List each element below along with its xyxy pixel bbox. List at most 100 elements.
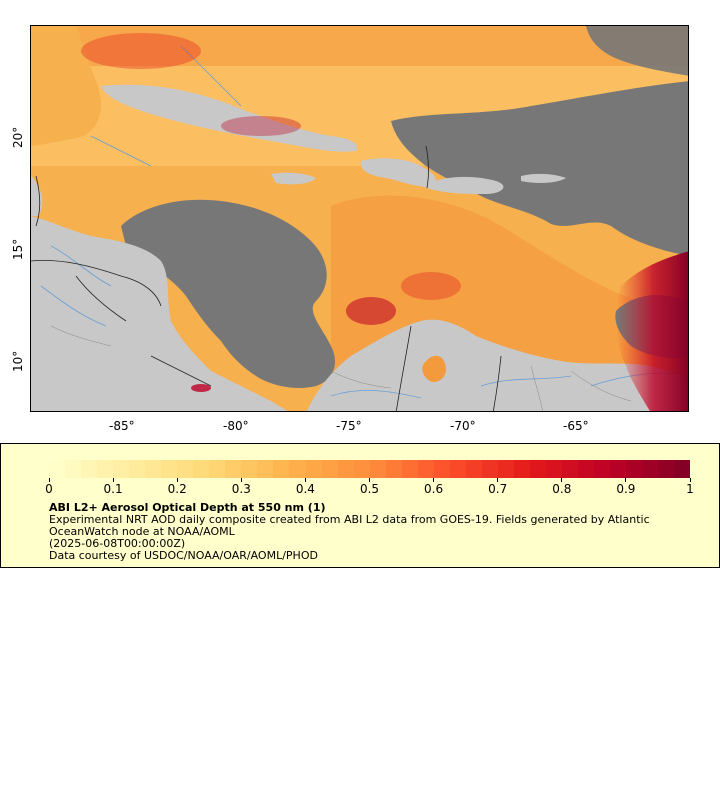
colorbar-tick: [304, 478, 306, 482]
colorbar-segment: [145, 460, 162, 478]
no-data-ne: [586, 26, 688, 76]
colorbar-segment: [610, 460, 627, 478]
land-jamaica: [271, 172, 316, 185]
colorbar-segment: [337, 460, 354, 478]
aod-hotspot-central: [401, 272, 461, 300]
colorbar-segment: [97, 460, 114, 478]
aod-hotspot-cuba: [221, 116, 301, 136]
colorbar-segment: [401, 460, 418, 478]
colorbar-tick-label: 0.8: [552, 482, 572, 496]
colorbar: [49, 460, 691, 478]
colorbar-segment: [321, 460, 338, 478]
colorbar-segment: [369, 460, 386, 478]
colorbar-tick: [176, 478, 178, 482]
aod-map-canvas: [31, 26, 688, 411]
colorbar-tick: [625, 478, 627, 482]
colorbar-tick: [48, 478, 50, 482]
colorbar-segment: [481, 460, 498, 478]
lat-tick-label: 20°: [11, 126, 25, 148]
colorbar-tick-label: 0.4: [295, 482, 315, 496]
colorbar-segment: [65, 460, 82, 478]
colorbar-segment: [513, 460, 530, 478]
land-central-america: [31, 216, 288, 411]
colorbar-segment: [626, 460, 643, 478]
colorbar-tick-label: 0.3: [231, 482, 251, 496]
aod-yucatan: [31, 26, 101, 146]
colorbar-tick-label: 0.9: [616, 482, 636, 496]
colorbar-tick-label: 0: [45, 482, 53, 496]
land-puerto-rico: [521, 173, 566, 183]
legend-timestamp: (2025-06-08T00:00:00Z): [49, 537, 186, 550]
colorbar-segment: [465, 460, 482, 478]
colorbar-segment: [353, 460, 370, 478]
legend-title: ABI L2+ Aerosol Optical Depth at 550 nm …: [49, 501, 326, 514]
admin-borders: [50, 325, 632, 411]
legend-credit: Data courtesy of USDOC/NOAA/OAR/AOML/PHO…: [49, 549, 318, 562]
colorbar-segment: [658, 460, 675, 478]
colorbar-segment: [177, 460, 194, 478]
land-south-america: [306, 319, 688, 411]
colorbar-segment: [49, 460, 66, 478]
aod-high-plume: [616, 251, 688, 411]
colorbar-segment: [433, 460, 450, 478]
colorbar-segment: [113, 460, 130, 478]
colorbar-tick: [433, 478, 435, 482]
lon-tick-label: -75°: [336, 419, 362, 433]
colorbar-segment: [81, 460, 98, 478]
land-cuba: [101, 84, 358, 152]
colorbar-tick: [561, 478, 563, 482]
colorbar-segment: [594, 460, 611, 478]
colorbar-tick: [240, 478, 242, 482]
colorbar-segment: [129, 460, 146, 478]
lon-tick-label: -85°: [109, 419, 135, 433]
land-hispaniola-west: [360, 158, 436, 187]
colorbar-tick-label: 0.7: [488, 482, 508, 496]
colorbar-segment: [674, 460, 691, 478]
colorbar-tick-label: 0.2: [167, 482, 187, 496]
colorbar-segment: [305, 460, 322, 478]
colorbar-segment: [257, 460, 274, 478]
colorbar-segment: [562, 460, 579, 478]
colorbar-segment: [578, 460, 595, 478]
no-data-patch: [530, 139, 578, 175]
colorbar-segment: [193, 460, 210, 478]
colorbar-segment: [497, 460, 514, 478]
colorbar-segment: [642, 460, 659, 478]
colorbar-tick: [689, 478, 691, 482]
aod-hotspot-panama: [191, 384, 211, 392]
aod-field-top: [31, 26, 688, 66]
colorbar-tick-label: 0.5: [359, 482, 380, 496]
colorbar-tick-label: 0.6: [424, 482, 444, 496]
colorbar-tick-label: 0.1: [103, 482, 123, 496]
colorbar-segment: [289, 460, 306, 478]
colorbar-segment: [529, 460, 546, 478]
lat-tick-label: 15°: [11, 238, 25, 260]
colorbar-segment: [209, 460, 226, 478]
lat-tick-label: 10°: [11, 350, 25, 372]
legend-description: Experimental NRT AOD daily composite cre…: [49, 513, 650, 538]
land-hispaniola-east: [421, 176, 504, 194]
colorbar-segment: [161, 460, 178, 478]
colorbar-segment: [417, 460, 434, 478]
colorbar-ticks: [48, 478, 691, 484]
colorbar-segment: [545, 460, 562, 478]
colorbar-segment: [241, 460, 258, 478]
country-borders: [31, 145, 502, 411]
lon-tick-label: -65°: [563, 419, 589, 433]
colorbar-tick: [497, 478, 499, 482]
legend-panel: ABI L2+ Aerosol Optical Depth at 550 nm …: [0, 443, 720, 568]
aod-map[interactable]: [30, 25, 689, 412]
colorbar-segment: [225, 460, 242, 478]
aod-hotspot-nw: [81, 33, 201, 69]
no-data-caribbean: [121, 199, 336, 388]
colorbar-tick: [112, 478, 114, 482]
lake-maracaibo: [422, 355, 446, 382]
colorbar-segment: [273, 460, 290, 478]
colorbar-segment: [449, 460, 466, 478]
lon-tick-label: -70°: [450, 419, 476, 433]
colorbar-tick-label: 1: [686, 482, 694, 496]
lon-tick-label: -80°: [223, 419, 249, 433]
colorbar-segment: [385, 460, 402, 478]
aod-hotspot-colombia: [346, 297, 396, 325]
colorbar-tick: [369, 478, 370, 482]
